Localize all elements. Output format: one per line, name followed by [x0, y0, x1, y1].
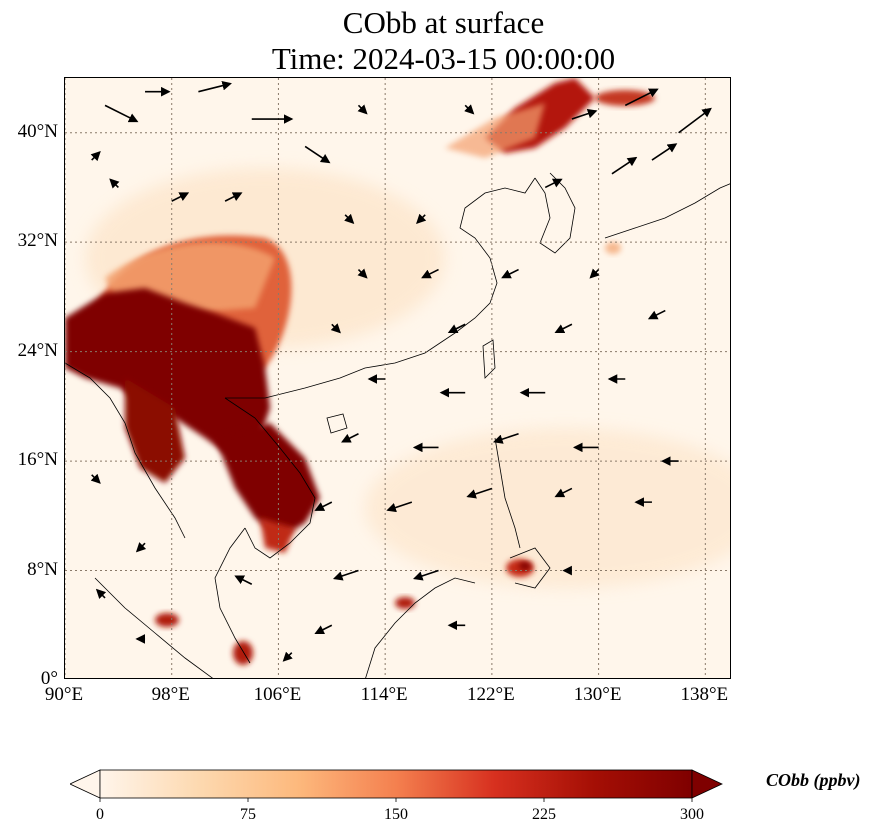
wind-arrow [544, 178, 563, 189]
plume-northeast-light [445, 103, 545, 158]
coastlines [65, 172, 730, 678]
wind-arrow [624, 88, 659, 107]
wind-arrow [571, 109, 598, 120]
colorbar-extend-high [691, 769, 723, 799]
y-tick-label: 8°N [27, 558, 58, 580]
wind-arrow [416, 213, 427, 224]
wind-arrow [341, 433, 359, 443]
wind-arrow [330, 323, 341, 334]
colorbar [70, 769, 723, 802]
wind-arrow [357, 268, 368, 279]
wind-arrow [282, 651, 293, 662]
wind-arrow [466, 487, 493, 499]
wind-arrow [344, 213, 355, 224]
coastline-hainan [326, 413, 348, 434]
x-tick-label: 130°E [573, 684, 622, 705]
map-canvas [65, 78, 730, 678]
wind-arrow [104, 104, 139, 123]
plume-myanmar-south [125, 378, 185, 483]
wind-arrow [554, 323, 573, 333]
hotspot-borneo [395, 597, 415, 609]
wind-arrow [501, 268, 519, 279]
wind-arrow [171, 192, 190, 202]
wind-arrow [413, 569, 439, 581]
wind-arrow [651, 143, 678, 161]
plume-cambodia [260, 518, 295, 553]
x-tick-label: 106°E [253, 684, 302, 705]
map-subtitle-time: Time: 2024-03-15 00:00:00 [271, 41, 616, 76]
map-frame [64, 77, 731, 679]
y-tick-label: 0° [40, 668, 58, 689]
wind-arrow [224, 192, 243, 202]
y-tick-label: 24°N [17, 339, 58, 361]
coastline-malay [214, 527, 251, 664]
colorbar-tick-label: 300 [680, 806, 704, 823]
wind-arrow [464, 104, 475, 115]
coastline-japan [604, 183, 730, 239]
wind-arrow [198, 80, 232, 93]
x-tick-label: 114°E [360, 684, 408, 705]
coastline-mindanao [509, 547, 551, 589]
colorbar-tick-label: 75 [240, 806, 256, 823]
wind-arrow [386, 501, 413, 513]
wind-arrow [135, 542, 147, 553]
wind-arrow [589, 268, 600, 279]
wind-arrow [554, 487, 573, 498]
wind-arrow [332, 569, 359, 581]
wind-arrow [90, 150, 101, 162]
colorbar-tick-label: 225 [532, 806, 556, 823]
x-tick-label: 98°E [151, 684, 190, 705]
wind-arrow [611, 156, 638, 175]
wind-vectors [90, 80, 712, 662]
plume-indochina [65, 288, 270, 453]
y-tick-label: 40°N [17, 120, 58, 142]
x-tick-label: 122°E [467, 684, 515, 705]
colorbar-bar [99, 769, 693, 799]
map-title: CObb at surface [342, 5, 545, 40]
hotspot-mindanao [519, 562, 531, 570]
coastline-luzon [494, 437, 521, 549]
wind-arrow [109, 178, 120, 189]
concentration-field [65, 78, 730, 665]
colorbar-extend-low [70, 769, 101, 799]
wind-arrow [95, 588, 107, 599]
wind-arrow [314, 501, 333, 511]
coastline-sumatra [94, 577, 213, 678]
coastline-indochina [224, 397, 316, 559]
gridlines [65, 78, 730, 678]
coastline-korea [534, 172, 576, 254]
y-tick-label: 32°N [17, 230, 58, 252]
plume-korea-north [595, 90, 655, 106]
wind-arrow [647, 309, 666, 320]
colorbar-title: CObb (ppbv) [766, 770, 861, 790]
colorbar-tick-label: 0 [96, 806, 104, 823]
colorbar-tick-label: 150 [384, 806, 408, 823]
wind-arrow [90, 473, 101, 484]
hotspot-kyushu [605, 242, 621, 254]
coastline-taiwan [482, 339, 496, 379]
coastline-borneo [365, 577, 476, 678]
wind-arrow [447, 323, 466, 333]
wind-arrow [421, 268, 439, 279]
hotspot-sumatra [155, 613, 179, 627]
wind-arrow [493, 432, 519, 444]
x-tick-label: 138°E [680, 684, 729, 705]
hotspot-malaya [233, 641, 253, 665]
plume-laos-vietnam [215, 423, 320, 538]
coastline-china [225, 177, 536, 399]
y-tick-label: 16°N [17, 449, 58, 471]
wind-arrow [234, 575, 253, 585]
wind-arrow [314, 624, 333, 634]
wind-arrow [678, 107, 712, 134]
haze-patch [365, 428, 730, 588]
wind-arrow [357, 104, 368, 115]
x-tick-label: 90°E [44, 684, 84, 705]
wind-arrow [304, 145, 331, 164]
